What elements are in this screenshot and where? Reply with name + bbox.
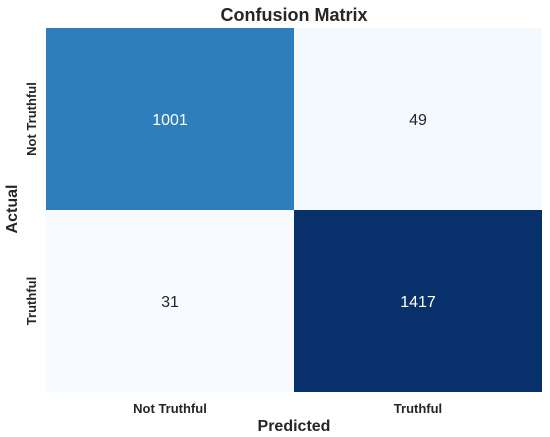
cell-value-label-r0-c1: 49 [409,112,427,129]
heatmap-cell-r0-c0 [46,28,294,210]
heatmap-cell-r0-c1 [294,28,542,210]
y-tick-label-1: Truthful [24,277,39,325]
y-tick-labels: Not Truthful Truthful [24,82,39,325]
y-axis-label: Actual [4,185,21,234]
cell-value-label-r1-c0: 31 [161,294,179,311]
heatmap-cell-r1-c0 [46,210,294,392]
heatmap-cell-r1-c1 [294,210,542,392]
chart-title: Confusion Matrix [221,5,368,25]
x-tick-label-1: Truthful [394,401,442,416]
cell-value-label-r1-c1: 1417 [400,294,436,311]
x-tick-label-0: Not Truthful [133,401,207,416]
x-tick-labels: Not Truthful Truthful [133,401,442,416]
y-tick-label-0: Not Truthful [24,82,39,156]
x-axis-label: Predicted [258,418,331,435]
cell-value-label-r0-c0: 1001 [152,112,188,129]
heatmap-cell-labels: 1001 49 31 1417 [152,112,436,311]
heatmap-cells [46,28,542,392]
